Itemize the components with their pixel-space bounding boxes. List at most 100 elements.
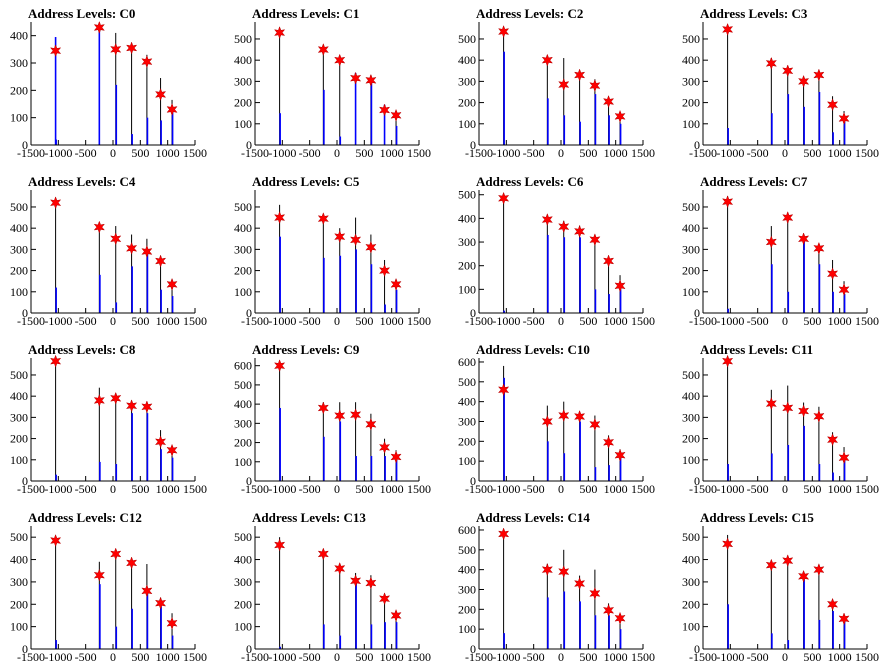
y-tick-label: 400 bbox=[458, 395, 476, 409]
y-tick-label: 100 bbox=[458, 622, 476, 636]
x-tick-label: 1000 bbox=[828, 314, 852, 328]
y-tick-label: 200 bbox=[682, 432, 700, 446]
x-tick-label: 500 bbox=[355, 482, 373, 496]
peak-marker bbox=[334, 230, 346, 244]
x-tick-label: -1000 bbox=[44, 482, 72, 496]
y-tick-label: 200 bbox=[234, 96, 252, 110]
y-tick-label: 0 bbox=[246, 642, 252, 656]
y-tick-label: 300 bbox=[682, 410, 700, 424]
x-tick-label: 0 bbox=[782, 482, 788, 496]
y-tick-label: 300 bbox=[10, 575, 28, 589]
x-tick-label: 1000 bbox=[380, 482, 404, 496]
x-tick-label: 500 bbox=[355, 650, 373, 664]
y-tick-label: 0 bbox=[22, 642, 28, 656]
y-tick-label: 200 bbox=[10, 432, 28, 446]
peak-marker bbox=[365, 73, 377, 87]
x-tick-label: 1500 bbox=[855, 650, 879, 664]
y-tick-label: 0 bbox=[246, 138, 252, 152]
x-tick-label: -1500 bbox=[465, 146, 493, 160]
chart-svg: Address Levels: C14 0 100 200 300 400 500 600 -1… bbox=[458, 510, 655, 664]
chart-title: Address Levels: C11 bbox=[700, 342, 813, 357]
y-tick-label: 500 bbox=[10, 368, 28, 382]
x-tick-label: -500 bbox=[747, 650, 769, 664]
y-tick-label: 300 bbox=[234, 416, 252, 430]
x-tick-label: -1500 bbox=[241, 482, 269, 496]
x-tick-label: 0 bbox=[110, 146, 116, 160]
y-tick-label: 200 bbox=[458, 96, 476, 110]
x-tick-label: -500 bbox=[747, 482, 769, 496]
peak-marker bbox=[141, 584, 153, 598]
y-tick-label: 600 bbox=[458, 355, 476, 369]
y-tick-label: 500 bbox=[234, 200, 252, 214]
peak-marker bbox=[497, 383, 510, 397]
chart-svg: Address Levels: C70100200300400500-1500-… bbox=[682, 174, 879, 328]
y-tick-label: 200 bbox=[682, 96, 700, 110]
y-tick-label: 100 bbox=[10, 620, 28, 634]
y-tick-label: 400 bbox=[10, 553, 28, 567]
chart-title: Address Levels: C13 bbox=[252, 510, 366, 525]
x-tick-label: -500 bbox=[523, 482, 545, 496]
y-tick-label: 200 bbox=[10, 83, 28, 97]
peak-marker bbox=[813, 68, 825, 82]
y-tick-label: 100 bbox=[682, 285, 700, 299]
chart-svg: Address Levels: C12 0 100 200 300 400 500 -1500… bbox=[10, 510, 207, 664]
y-tick-label: 300 bbox=[10, 242, 28, 256]
peak-marker bbox=[125, 399, 138, 413]
peak-marker bbox=[541, 563, 553, 577]
peak-marker bbox=[838, 451, 850, 465]
x-tick-label: 1000 bbox=[380, 650, 404, 664]
peak-marker bbox=[166, 443, 178, 457]
peak-marker bbox=[614, 611, 626, 625]
x-tick-label: 1000 bbox=[156, 314, 180, 328]
chart-svg: Address Levels: C80100200300400500-1500-… bbox=[10, 342, 207, 496]
y-tick-label: 0 bbox=[470, 306, 476, 320]
y-tick-label: 0 bbox=[694, 474, 700, 488]
peak-marker bbox=[614, 109, 626, 123]
y-tick-label: 300 bbox=[234, 575, 252, 589]
y-tick-label: 0 bbox=[22, 474, 28, 488]
chart-panel: Address Levels: C9 0 100 200 300 400 500 600 -15… bbox=[224, 336, 448, 504]
chart-svg: Address Levels: C20100200300400500-1500-… bbox=[458, 6, 655, 160]
y-tick-label: 500 bbox=[682, 200, 700, 214]
x-tick-label: -1500 bbox=[17, 146, 45, 160]
peak-marker bbox=[110, 391, 122, 405]
peak-marker bbox=[125, 41, 138, 55]
x-tick-label: -500 bbox=[75, 146, 97, 160]
y-tick-label: 400 bbox=[458, 563, 476, 577]
peak-marker bbox=[378, 103, 391, 117]
x-tick-label: 0 bbox=[782, 146, 788, 160]
x-tick-label: 0 bbox=[110, 482, 116, 496]
y-tick-label: 400 bbox=[458, 53, 476, 67]
y-tick-label: 500 bbox=[234, 530, 252, 544]
y-tick-label: 500 bbox=[458, 188, 476, 202]
peak-marker bbox=[378, 592, 391, 606]
peak-marker bbox=[365, 240, 377, 254]
y-tick-label: 400 bbox=[234, 53, 252, 67]
peak-marker bbox=[141, 55, 153, 69]
y-tick-label: 100 bbox=[10, 285, 28, 299]
y-tick-label: 100 bbox=[458, 117, 476, 131]
chart-svg: Address Levels: C40100200300400500-1500-… bbox=[10, 174, 207, 328]
y-tick-label: 400 bbox=[234, 221, 252, 235]
peak-marker bbox=[797, 569, 810, 583]
x-tick-label: 1000 bbox=[828, 146, 852, 160]
y-tick-label: 500 bbox=[682, 530, 700, 544]
x-tick-label: -500 bbox=[75, 314, 97, 328]
peak-marker bbox=[497, 191, 510, 205]
chart-title: Address Levels: C1 bbox=[252, 6, 359, 21]
x-tick-label: 1500 bbox=[407, 314, 431, 328]
peak-marker bbox=[349, 233, 362, 247]
x-tick-label: -1500 bbox=[241, 146, 269, 160]
y-tick-label: 100 bbox=[234, 285, 252, 299]
peak-marker bbox=[390, 108, 402, 122]
y-tick-label: 200 bbox=[234, 264, 252, 278]
peak-marker bbox=[273, 538, 286, 552]
chart-panel: Address Levels: C8 0 100 200 300 400 500 -1500-… bbox=[0, 336, 224, 504]
x-tick-label: -1500 bbox=[465, 650, 493, 664]
y-tick-label: 300 bbox=[10, 56, 28, 70]
x-tick-label: 1500 bbox=[631, 482, 655, 496]
chart-title: Address Levels: C15 bbox=[700, 510, 814, 525]
chart-title: Address Levels: C12 bbox=[28, 510, 142, 525]
x-tick-label: 500 bbox=[131, 482, 149, 496]
peak-marker bbox=[541, 414, 553, 429]
